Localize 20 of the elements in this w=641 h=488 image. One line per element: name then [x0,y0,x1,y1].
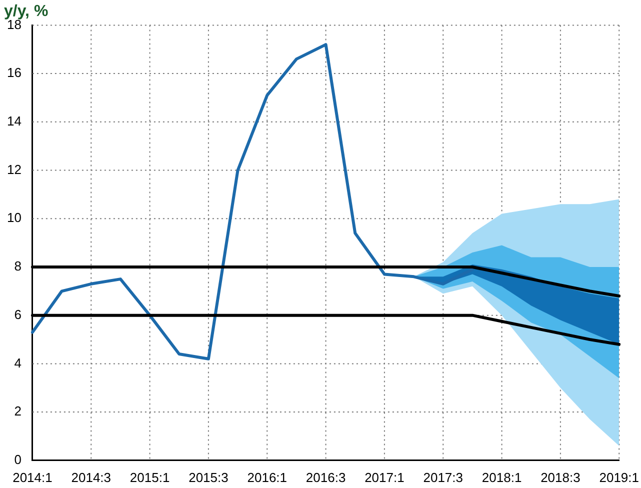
x-tick-label: 2018:1 [482,470,522,485]
x-tick-label: 2015:1 [130,470,170,485]
y-tick-label: 12 [6,162,22,177]
y-tick-label: 10 [6,210,22,226]
x-tick-label: 2019:1 [599,470,639,485]
y-tick-label: 6 [14,306,22,322]
x-tick-label: 2014:3 [71,470,112,485]
x-tick-label: 2018:3 [540,470,580,485]
x-tick-label: 2014:1 [12,470,52,485]
y-tick-label: 4 [14,355,22,370]
y-tick-label: 0 [14,452,22,467]
y-tick-label: 16 [6,65,22,80]
x-tick-label: 2015:3 [188,470,228,485]
x-tick-label: 2017:1 [364,470,404,485]
x-tick-label: 2016:1 [247,470,288,485]
y-tick-label: 14 [6,113,22,128]
y-tick-label: 2 [14,404,22,419]
x-tick-label: 2017:3 [423,470,464,485]
x-tick-label: 2016:3 [306,470,346,485]
y-tick-label: 8 [14,258,22,274]
